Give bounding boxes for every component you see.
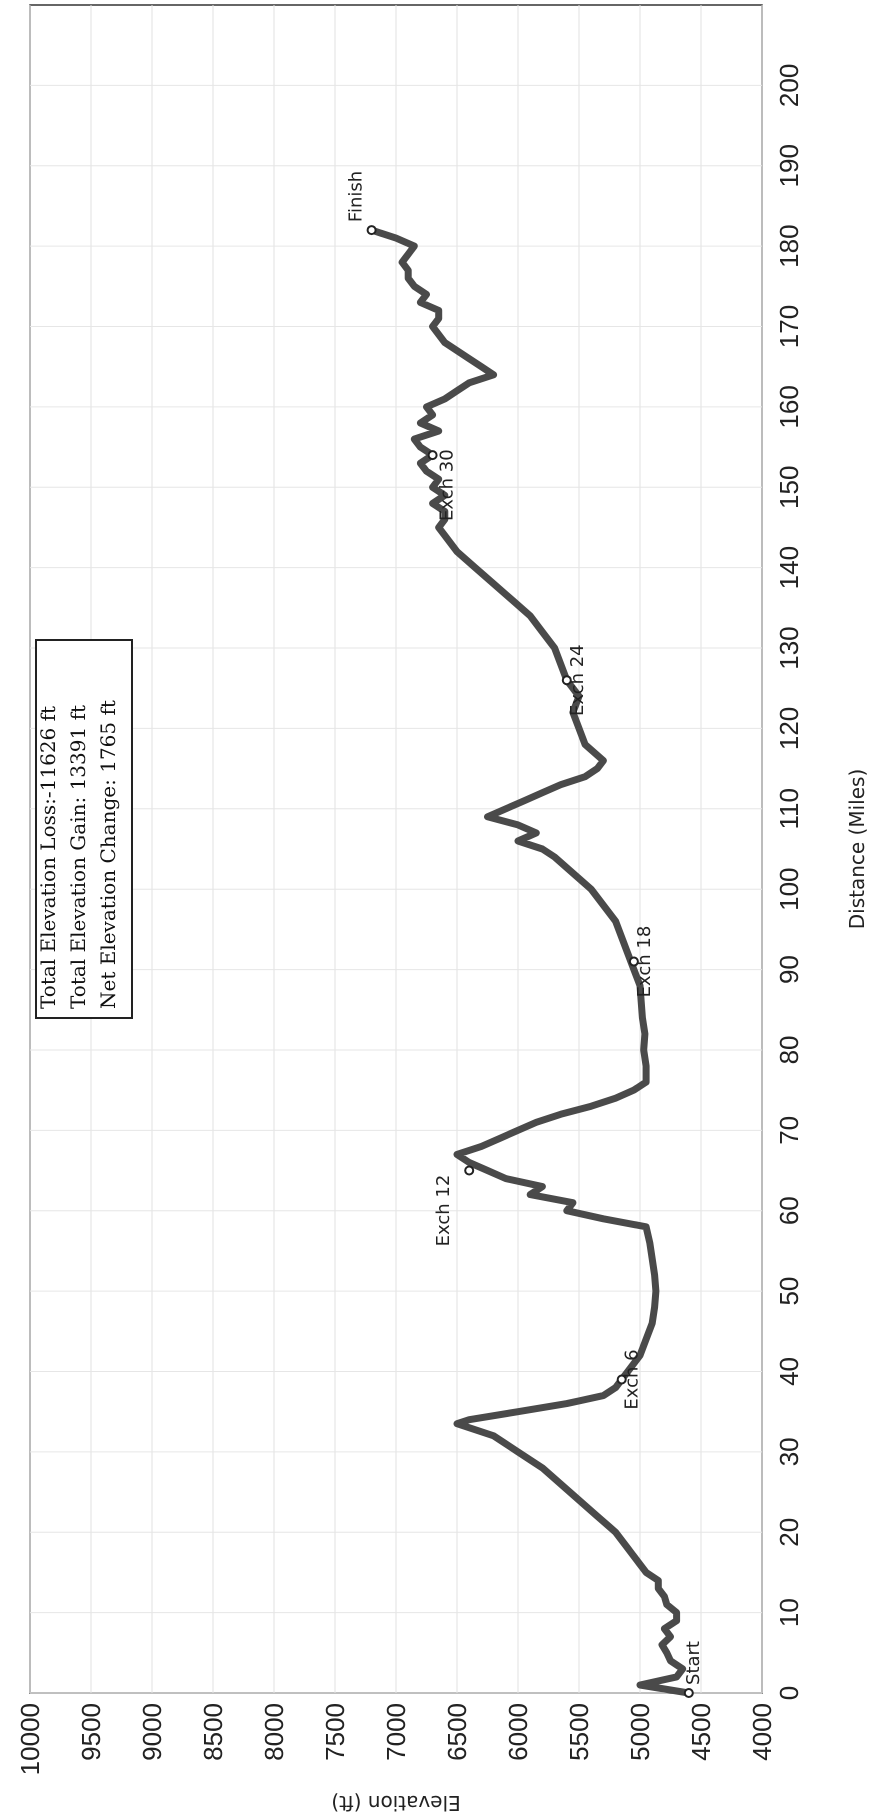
- stats-net-change: Net Elevation Change: 1765 ft: [96, 700, 120, 1009]
- elevation-tick-label: 7000: [381, 1703, 411, 1761]
- elevation-tick-label: 8500: [198, 1703, 228, 1761]
- distance-tick-label: 40: [774, 1357, 804, 1386]
- distance-tick-label: 160: [774, 385, 804, 428]
- distance-tick-label: 70: [774, 1116, 804, 1145]
- elevation-tick-label: 5500: [564, 1703, 594, 1761]
- elevation-profile-line: [368, 226, 693, 1697]
- exchange-label: Exch 18: [634, 926, 655, 998]
- exchange-marker: [366, 225, 377, 236]
- distance-tick-label: 100: [774, 867, 804, 910]
- elevation-tick-label: 10000: [15, 1703, 45, 1775]
- distance-tick-label: 90: [774, 955, 804, 984]
- distance-tick-label: 80: [774, 1035, 804, 1064]
- exchange-label: Exch 30: [437, 449, 458, 521]
- distance-tick-label: 170: [774, 305, 804, 348]
- elevation-tick-label: 6000: [503, 1703, 533, 1761]
- y-axis-title: Elevation (ft): [331, 1791, 460, 1814]
- distance-tick-label: 0: [774, 1686, 804, 1700]
- stats-total-gain: Total Elevation Gain: 13391 ft: [66, 705, 90, 1009]
- distance-tick-label: 10: [774, 1598, 804, 1627]
- distance-tick-labels: 0 10 20 30 40 50 60 70 80 90 100 110 120 130 140 150 160…: [774, 64, 804, 1701]
- distance-tick-label: 20: [774, 1518, 804, 1547]
- distance-tick-label: 120: [774, 707, 804, 750]
- distance-tick-label: 150: [774, 466, 804, 509]
- exchange-label: Exch 12: [433, 1175, 454, 1247]
- exchange-label: Finish: [346, 171, 367, 222]
- stats-box: Total Elevation Loss:-11626 ft Total Ele…: [35, 639, 133, 1019]
- elevation-tick-label: 9000: [137, 1703, 167, 1761]
- exchange-marker: [683, 1688, 694, 1698]
- exchange-annotations: Start Exch 6 Exch 12 Exch 18 Exch 24 Exch 30 F…: [346, 171, 704, 1698]
- exchange-marker: [628, 956, 639, 967]
- stats-total-loss: Total Elevation Loss:-11626 ft: [36, 706, 60, 1009]
- distance-tick-label: 130: [774, 626, 804, 669]
- gridlines: [29, 5, 763, 1694]
- distance-tick-label: 140: [774, 546, 804, 589]
- x-axis-title: Distance (Miles): [845, 769, 869, 930]
- exchange-label: Exch 24: [567, 644, 588, 716]
- elevation-tick-label: 9500: [76, 1703, 106, 1761]
- elevation-tick-label: 7500: [320, 1703, 350, 1761]
- elevation-tick-label: 5000: [625, 1703, 655, 1761]
- distance-tick-label: 200: [774, 64, 804, 107]
- distance-tick-label: 180: [774, 224, 804, 267]
- distance-tick-label: 50: [774, 1277, 804, 1306]
- exchange-marker: [464, 1165, 475, 1176]
- exchange-label: Start: [683, 1641, 704, 1685]
- elevation-tick-label: 4500: [686, 1703, 716, 1761]
- distance-tick-label: 30: [774, 1437, 804, 1466]
- exchange-marker: [561, 675, 572, 686]
- distance-tick-label: 110: [774, 788, 804, 829]
- elevation-tick-labels: 4000 4500 5000 5500 6000 6500 7000 7500 8000 8500…: [15, 1703, 777, 1775]
- exchange-marker: [616, 1374, 627, 1385]
- elevation-tick-label: 6500: [442, 1703, 472, 1761]
- elevation-tick-label: 4000: [747, 1703, 777, 1761]
- elevation-tick-label: 8000: [259, 1703, 289, 1761]
- exchange-marker: [427, 450, 438, 461]
- distance-tick-label: 190: [774, 144, 804, 187]
- distance-tick-label: 60: [774, 1196, 804, 1225]
- exchange-label: Exch 6: [622, 1349, 643, 1409]
